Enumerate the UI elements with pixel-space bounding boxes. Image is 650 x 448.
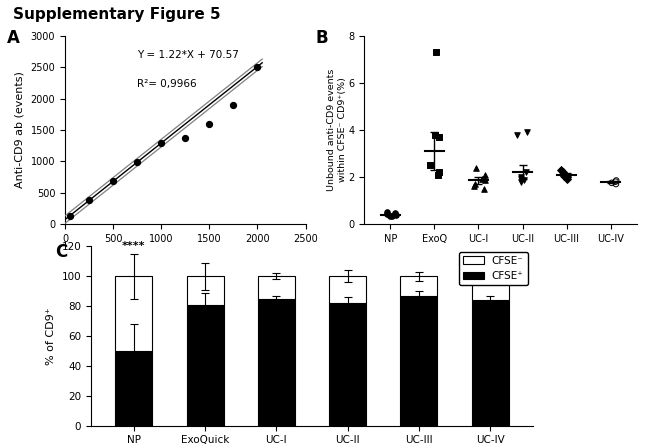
Text: B: B — [315, 29, 328, 47]
Bar — [258, 299, 295, 426]
Point — [434, 134, 445, 141]
Bar — [472, 276, 509, 300]
Legend: CFSE⁻, CFSE⁺: CFSE⁻, CFSE⁺ — [458, 252, 528, 285]
Point — [611, 181, 621, 188]
Point — [390, 210, 400, 217]
Point — [391, 211, 401, 219]
Point — [611, 177, 621, 184]
Bar — [115, 351, 152, 426]
Point — [228, 101, 239, 108]
Point — [382, 211, 392, 218]
Point — [108, 178, 118, 185]
Point — [469, 181, 480, 188]
Point — [64, 212, 75, 220]
Point — [429, 131, 439, 138]
Point — [610, 178, 621, 185]
Text: A: A — [6, 29, 20, 47]
Point — [434, 168, 445, 176]
Point — [252, 63, 263, 70]
Bar — [187, 276, 224, 305]
Point — [522, 129, 532, 136]
Y-axis label: % of CD9⁺: % of CD9⁺ — [46, 307, 56, 365]
Point — [556, 166, 566, 173]
Point — [425, 162, 436, 169]
X-axis label: Time (sec): Time (sec) — [156, 249, 214, 259]
Text: Y = 1.22*X + 70.57: Y = 1.22*X + 70.57 — [137, 51, 239, 60]
Point — [562, 176, 573, 183]
Point — [385, 212, 395, 220]
Bar — [472, 300, 509, 426]
Point — [382, 209, 392, 216]
Text: ****: **** — [122, 241, 146, 251]
Bar — [400, 296, 437, 426]
Point — [432, 171, 443, 178]
Point — [560, 171, 571, 178]
Bar — [115, 276, 152, 351]
Point — [515, 176, 526, 183]
Bar — [400, 276, 437, 296]
Y-axis label: Unbound anti-CD9 events
within CFSE⁻ CD9⁺(%): Unbound anti-CD9 events within CFSE⁻ CD9… — [327, 69, 346, 191]
Point — [156, 139, 166, 146]
Point — [471, 164, 481, 171]
Point — [479, 171, 489, 178]
Point — [562, 173, 573, 181]
Point — [521, 168, 531, 176]
Point — [387, 213, 397, 220]
Point — [180, 134, 190, 142]
Bar — [258, 276, 295, 299]
Point — [559, 172, 569, 179]
Point — [478, 185, 489, 192]
Point — [480, 177, 490, 184]
Point — [558, 168, 568, 176]
Point — [519, 177, 529, 184]
Y-axis label: Anti-CD9 ab (events): Anti-CD9 ab (events) — [15, 72, 25, 188]
Point — [84, 197, 94, 204]
Point — [431, 49, 441, 56]
Bar — [329, 303, 366, 426]
Text: Supplementary Figure 5: Supplementary Figure 5 — [13, 7, 220, 22]
Point — [132, 158, 142, 165]
Point — [515, 173, 526, 181]
Bar — [329, 276, 366, 303]
Point — [512, 131, 523, 138]
Text: R²= 0,9966: R²= 0,9966 — [137, 79, 197, 89]
Point — [516, 178, 526, 185]
Text: C: C — [55, 243, 68, 261]
Point — [606, 179, 617, 186]
Bar — [187, 305, 224, 426]
Point — [204, 121, 214, 128]
Point — [469, 183, 479, 190]
Point — [477, 176, 488, 183]
